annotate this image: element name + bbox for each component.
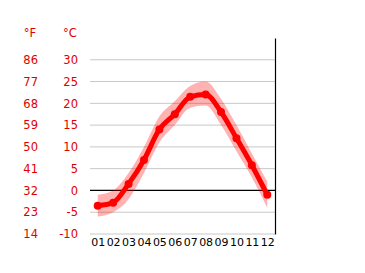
x-axis: 010203040506070809101112 xyxy=(91,234,276,249)
tick: 20 xyxy=(63,97,78,111)
tick: 25 xyxy=(63,75,78,89)
tick-label: 20 xyxy=(63,97,78,111)
tick-label: 15 xyxy=(63,118,78,132)
marker xyxy=(232,134,240,142)
marker xyxy=(202,91,210,99)
range-band xyxy=(98,82,268,217)
tick: 01 xyxy=(91,234,105,249)
tick-label: 06 xyxy=(168,236,182,249)
marker xyxy=(217,108,225,116)
tick-label: -5 xyxy=(67,205,78,219)
plot-area xyxy=(94,82,272,217)
tick-label: 32 xyxy=(23,184,38,198)
tick: -5 xyxy=(67,205,78,219)
tick-label: 04 xyxy=(137,236,151,249)
tick: 02 xyxy=(107,234,121,249)
tick: 5 xyxy=(71,162,78,176)
axis-line xyxy=(78,39,79,235)
tick-label: 10 xyxy=(63,140,78,154)
axis-title: °F xyxy=(24,26,36,40)
tick: 08 xyxy=(199,234,213,249)
tick-label: 41 xyxy=(23,162,38,176)
tick-label: 02 xyxy=(107,236,121,249)
tick: 09 xyxy=(215,234,229,249)
grid xyxy=(90,60,275,234)
axis-title: °C xyxy=(63,26,77,40)
grid-line xyxy=(90,125,275,126)
tick-label: 68 xyxy=(23,97,38,111)
marker xyxy=(171,110,179,118)
marker xyxy=(155,125,163,133)
tick: 04 xyxy=(137,234,151,249)
tick: -10 xyxy=(59,227,78,241)
frame-axis xyxy=(275,39,276,235)
grid-line xyxy=(90,59,275,60)
tick: 07 xyxy=(184,234,198,249)
tick-label: 10 xyxy=(230,236,244,249)
tick-label: 12 xyxy=(261,236,275,249)
tick: 41 xyxy=(23,162,38,176)
marker xyxy=(94,202,102,210)
tick-label: 5 xyxy=(71,162,78,176)
tick: 15 xyxy=(63,118,78,132)
tick-label: 77 xyxy=(23,75,38,89)
tick-label: 08 xyxy=(199,236,213,249)
marker xyxy=(109,199,117,207)
line xyxy=(98,95,268,206)
tick: 77 xyxy=(23,75,38,89)
chart: -10-505101520253014233241505968778601020… xyxy=(0,0,365,273)
tick-label: 07 xyxy=(184,236,198,249)
tick: 86 xyxy=(23,53,38,67)
tick: 10 xyxy=(230,234,244,249)
tick: 11 xyxy=(245,234,259,249)
tick: 68 xyxy=(23,97,38,111)
y2-axis: 14 23 32 41 50 59 68 77 86 xyxy=(23,39,38,242)
tick: 59 xyxy=(23,118,38,132)
tick: 05 xyxy=(153,234,167,249)
marker xyxy=(263,191,271,199)
tick: 06 xyxy=(168,234,182,249)
tick-label: 25 xyxy=(63,75,78,89)
y-axis: -10 -5 0 5 10 15 20 25 30 xyxy=(59,39,78,242)
tick-label: -10 xyxy=(59,227,78,241)
grid-line xyxy=(90,81,275,82)
tick: 12 xyxy=(261,234,275,249)
tick: 03 xyxy=(122,234,136,249)
tick: 23 xyxy=(23,205,38,219)
tick: 14 xyxy=(23,227,38,241)
grid-line xyxy=(90,212,275,213)
tick: 10 xyxy=(63,140,78,154)
tick: 0 xyxy=(71,184,78,198)
axis-line xyxy=(38,39,39,235)
tick-label: 86 xyxy=(23,53,38,67)
tick-label: 11 xyxy=(245,236,259,249)
tick: 30 xyxy=(63,53,78,67)
tick-label: 0 xyxy=(71,184,78,198)
marker xyxy=(140,156,148,164)
tick-label: 30 xyxy=(63,53,78,67)
marker xyxy=(186,93,194,101)
marker xyxy=(248,161,256,169)
tick-label: 01 xyxy=(91,236,105,249)
tick-label: 09 xyxy=(215,236,229,249)
grid-line xyxy=(90,234,275,235)
tick-label: 59 xyxy=(23,118,38,132)
tick-label: 03 xyxy=(122,236,136,249)
axis-line xyxy=(275,39,276,235)
tick: 32 xyxy=(23,184,38,198)
tick-label: 50 xyxy=(23,140,38,154)
tick-label: 23 xyxy=(23,205,38,219)
tick-label: 05 xyxy=(153,236,167,249)
marker xyxy=(125,180,133,188)
tick: 50 xyxy=(23,140,38,154)
tick-label: 14 xyxy=(23,227,38,241)
